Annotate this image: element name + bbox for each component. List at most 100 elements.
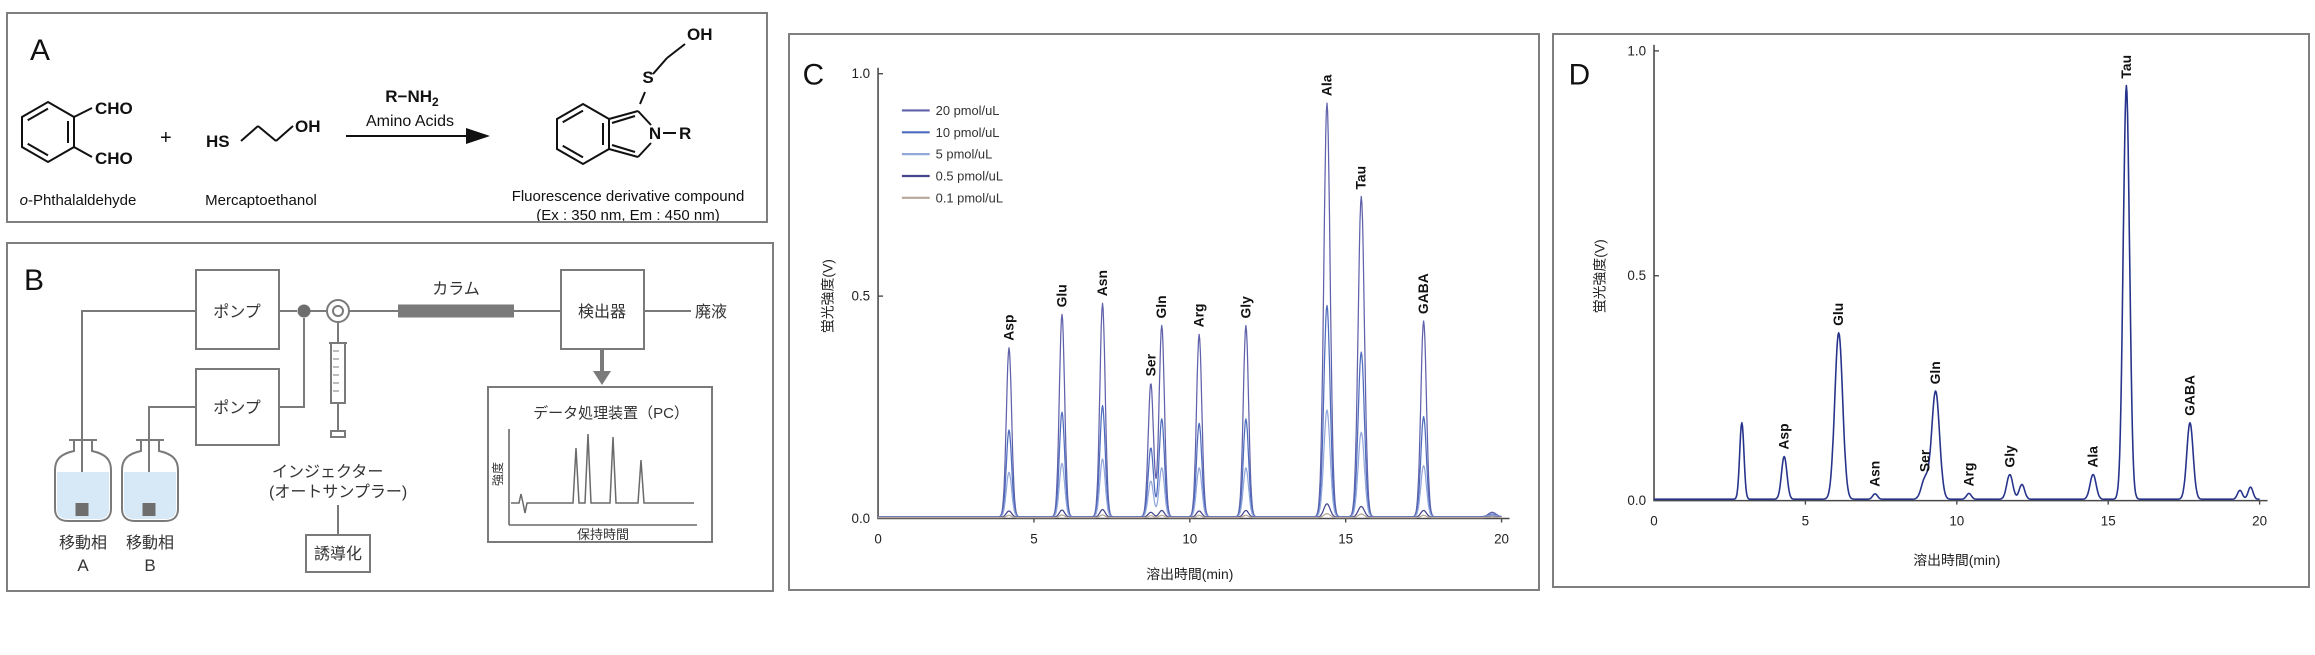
mobile-phase-a-label: 移動相 xyxy=(59,534,107,552)
product-n-atom: N xyxy=(649,124,661,143)
x-tick-label: 5 xyxy=(1030,531,1037,546)
mobile-phase-a-sub: A xyxy=(77,556,89,575)
trace-10 pmol/uL xyxy=(878,304,1502,518)
inlet-filter-a xyxy=(75,503,89,516)
legend-entry: 10 pmol/uL xyxy=(901,125,1000,140)
panel-b-label: B xyxy=(24,264,44,297)
peak-label-Glu: Glu xyxy=(1053,284,1069,307)
legend-label: 20 pmol/uL xyxy=(936,103,1000,118)
pc-title: データ処理装置（PC） xyxy=(533,404,689,422)
mini-chromatogram: 強度 保持時間 xyxy=(490,429,697,542)
peak-label-Gln: Gln xyxy=(1927,361,1943,384)
axes xyxy=(877,67,1510,520)
mini-xlabel: 保持時間 xyxy=(577,527,629,542)
y-tick-label: 0.0 xyxy=(1627,493,1646,508)
mini-ylabel: 強度 xyxy=(490,462,505,486)
mobile-phase-bottle-a xyxy=(54,439,112,522)
panel-c-standard-chromatogram: C 0.0 0.5 1.0 0 5 10 15 20 溶出時間(min) 蛍光強度(V) 20 pmo… xyxy=(788,33,1540,591)
x-tick-label: 5 xyxy=(1802,513,1809,528)
hplc-diagram-svg: B 移動相 A 移動相 B xyxy=(24,264,727,575)
legend-entry: 5 pmol/uL xyxy=(901,147,993,162)
x-tick-label: 20 xyxy=(1494,531,1509,546)
chromatogram-d-svg: D 0.0 0.5 1.0 0 5 10 15 20 溶出時間(min) 蛍光強度(V) Asp Glu… xyxy=(1569,43,2268,568)
peak-label-Glu: Glu xyxy=(1830,303,1846,326)
reactant1-rest: -Phthalaldehyde xyxy=(28,192,136,209)
pc-box xyxy=(487,386,713,543)
x-tick-label: 10 xyxy=(1949,513,1964,528)
arrow-caption: Amino Acids xyxy=(366,113,454,130)
y-tick-label: 0.0 xyxy=(851,511,870,526)
arrow-reagent: R−NH2 xyxy=(385,87,439,109)
peak-label-Asn: Asn xyxy=(1867,461,1883,487)
y-tick-label: 1.0 xyxy=(1627,43,1646,58)
peak-label-Arg: Arg xyxy=(1191,304,1207,328)
y-axis-title: 蛍光強度(V) xyxy=(1591,239,1607,313)
derivatization-box xyxy=(305,534,371,573)
mercaptoethanol-bonds xyxy=(240,125,294,142)
axes xyxy=(1653,44,2268,502)
hs-label: HS xyxy=(206,132,230,151)
arrow-head-icon xyxy=(466,128,490,144)
legend-entry: 20 pmol/uL xyxy=(901,103,1000,118)
trace-sample xyxy=(1653,84,2260,501)
panel-a-reaction-scheme: A CHO CHO + HS OH o-Phthalaldehyde Merca… xyxy=(6,12,768,223)
inlet-filter-b xyxy=(142,503,156,516)
reactant1-name: o-Phthalaldehyde xyxy=(20,192,137,209)
legend-label: 0.5 pmol/uL xyxy=(936,168,1003,183)
peak-label-Ala: Ala xyxy=(1318,74,1334,96)
derivatization-label: 誘導化 xyxy=(314,544,362,563)
peak-label-Ser: Ser xyxy=(1916,449,1932,472)
trace-0.5 pmol/uL xyxy=(878,503,1502,518)
column-label: カラム xyxy=(432,281,480,298)
reactant1-prefix: o xyxy=(20,192,28,209)
cho-top-label: CHO xyxy=(95,99,133,118)
syringe-icon xyxy=(329,342,347,438)
peak-label-Ala: Ala xyxy=(2085,446,2101,468)
legend-label: 5 pmol/uL xyxy=(936,147,993,162)
product-name: Fluorescence derivative compound xyxy=(512,188,745,205)
reactant2-name: Mercaptoethanol xyxy=(205,192,317,209)
peak-label-Asp: Asp xyxy=(1000,315,1016,341)
x-tick-label: 0 xyxy=(1650,513,1657,528)
peak-label-Tau: Tau xyxy=(2118,55,2134,79)
peak-label-Gly: Gly xyxy=(1237,296,1253,319)
product-s-atom: S xyxy=(642,68,653,87)
peak-label-Gln: Gln xyxy=(1153,295,1169,318)
cho-bottom-label: CHO xyxy=(95,149,133,168)
panel-b-hplc-diagram: B 移動相 A 移動相 B xyxy=(6,242,774,592)
y-tick-label: 0.5 xyxy=(1627,268,1646,283)
x-tick-label: 10 xyxy=(1182,531,1197,546)
down-arrow-icon xyxy=(593,371,611,385)
x-axis-title: 溶出時間(min) xyxy=(1146,566,1233,582)
pump-bottom-label: ポンプ xyxy=(213,399,261,417)
mobile-phase-bottle-b xyxy=(121,439,179,522)
y-tick-label: 1.0 xyxy=(851,66,870,81)
x-tick-label: 0 xyxy=(874,531,881,546)
mobile-phase-b-label: 移動相 xyxy=(126,534,174,552)
legend-label: 10 pmol/uL xyxy=(936,125,1000,140)
mini-trace xyxy=(511,433,694,514)
x-tick-label: 15 xyxy=(1338,531,1353,546)
panel-d-label: D xyxy=(1569,59,1591,92)
product-oh-group: OH xyxy=(687,25,713,44)
peak-label-GABA: GABA xyxy=(2181,375,2197,416)
detector-label: 検出器 xyxy=(578,303,626,321)
y-axis-title: 蛍光強度(V) xyxy=(819,259,835,333)
detector-to-pc-arrow xyxy=(593,349,611,385)
pump-top-label: ポンプ xyxy=(213,303,261,321)
trace-5 pmol/uL xyxy=(878,409,1502,518)
peak-label-GABA: GABA xyxy=(1415,273,1431,314)
oh-label: OH xyxy=(295,117,321,136)
peak-label-Arg: Arg xyxy=(1960,463,1976,487)
injector-label-line2: (オートサンプラー) xyxy=(269,483,407,501)
panel-d-sample-chromatogram: D 0.0 0.5 1.0 0 5 10 15 20 溶出時間(min) 蛍光強度(V) Asp Glu… xyxy=(1552,33,2310,588)
arrow-reagent-main: R−NH xyxy=(385,87,432,106)
opa-benzene-ring xyxy=(21,100,93,164)
injector-label-line1: インジェクター xyxy=(272,463,383,481)
legend-entry: 0.5 pmol/uL xyxy=(901,168,1003,183)
injection-valve-icon xyxy=(326,299,350,323)
pump-bottom-box xyxy=(195,368,280,446)
column-icon xyxy=(398,304,514,318)
reaction-scheme-svg: A CHO CHO + HS OH o-Phthalaldehyde Merca… xyxy=(20,25,745,221)
chromatogram-c-svg: C 0.0 0.5 1.0 0 5 10 15 20 溶出時間(min) 蛍光強度(V) 20 pmo… xyxy=(803,59,1510,582)
